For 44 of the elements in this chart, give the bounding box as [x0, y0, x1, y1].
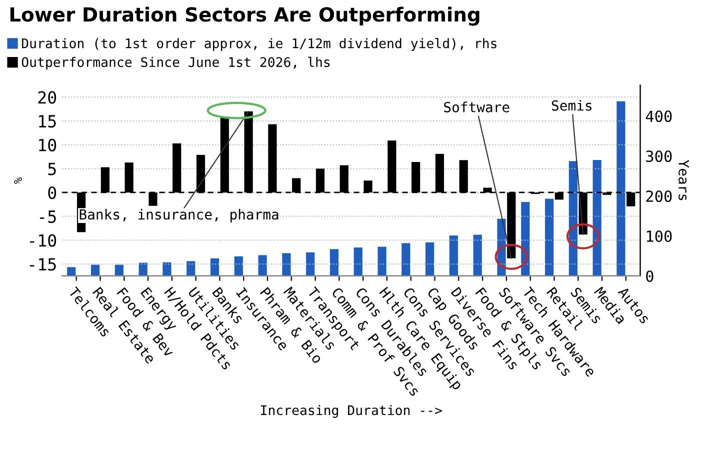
bar — [90, 264, 100, 276]
bar — [114, 264, 124, 276]
bar — [186, 261, 196, 276]
y-tick-label: 10 — [39, 138, 56, 152]
bar — [258, 255, 267, 276]
bar — [138, 262, 148, 276]
bar — [616, 101, 626, 276]
bar — [210, 258, 220, 276]
chart-title: Lower Duration Sectors Are Outperforming — [10, 6, 480, 26]
bar — [330, 249, 339, 276]
y-tick-label: 0 — [48, 186, 56, 200]
bar — [162, 262, 172, 276]
bar — [306, 252, 315, 276]
y2-tick-label: 100 — [646, 230, 672, 242]
annotation: Semis — [552, 100, 592, 111]
y-tick-label: 20 — [38, 91, 56, 104]
y2-axis-title: Years — [678, 160, 689, 200]
y2-tick-label: 200 — [646, 190, 672, 202]
y2-tick-label: 300 — [646, 150, 672, 162]
y-tick-label: 15 — [39, 115, 56, 128]
x-axis-title: Increasing Duration --> — [261, 404, 442, 418]
bar — [592, 160, 602, 276]
y-tick-label: -15 — [30, 258, 56, 271]
legend-label: Duration (to 1st order approx, ie 1/12m dividend yield), rhs — [22, 38, 496, 51]
bar — [473, 234, 482, 276]
y-tick-label: -5 — [40, 210, 56, 223]
bar — [426, 242, 434, 276]
bar — [354, 248, 362, 276]
bar — [544, 198, 554, 276]
bar — [234, 256, 243, 276]
y-tick-label: -10 — [30, 234, 56, 247]
bar — [282, 253, 291, 276]
y-tick-label: 5 — [48, 162, 56, 176]
legend-label: Outperformance Since June 1st 2026, lhs — [22, 56, 330, 70]
bar — [568, 161, 578, 276]
bar — [449, 236, 458, 276]
y2-tick-label: 400 — [646, 110, 672, 122]
bar — [67, 267, 76, 276]
y2-tick-label: 0 — [646, 270, 654, 282]
bar — [378, 246, 386, 276]
annotation: Banks, insurance, pharma — [80, 208, 278, 222]
bar — [402, 243, 410, 276]
annotation: Software — [444, 102, 510, 112]
y-axis-title: % — [14, 177, 22, 184]
